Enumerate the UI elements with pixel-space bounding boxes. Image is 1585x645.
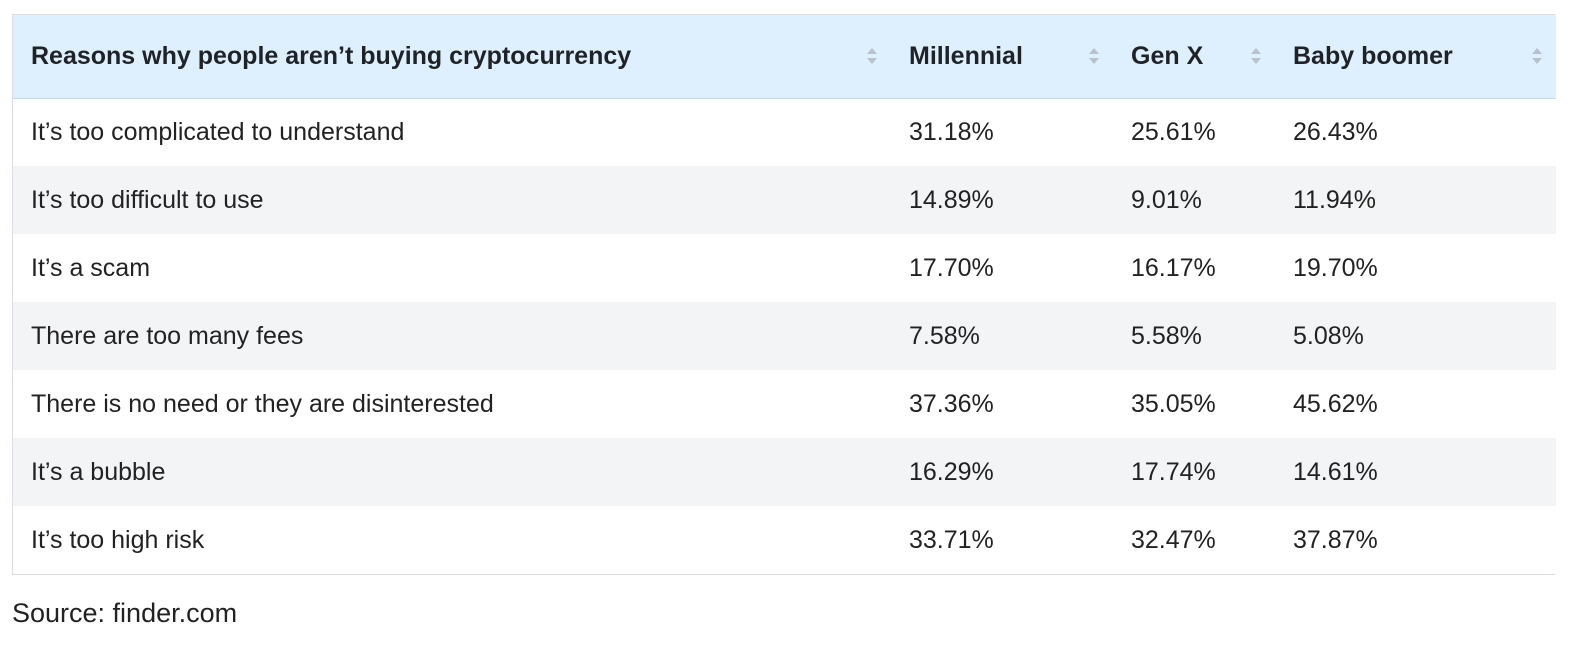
- column-header-label: Reasons why people aren’t buying cryptoc…: [31, 41, 632, 70]
- millennial-cell: 7.58%: [909, 321, 980, 350]
- reason-cell: It’s a scam: [31, 253, 151, 282]
- data-table-container: Reasons why people aren’t buying cryptoc…: [12, 14, 1556, 575]
- baby-boomer-cell: 14.61%: [1293, 457, 1378, 486]
- reason-cell: It’s too high risk: [31, 525, 205, 554]
- table-header-row: Reasons why people aren’t buying cryptoc…: [13, 15, 1556, 98]
- millennial-cell: 37.36%: [909, 389, 994, 418]
- table-row: It’s too complicated to understand 31.18…: [13, 98, 1556, 166]
- source-caption: Source: finder.com: [12, 598, 238, 628]
- gen-x-cell: 16.17%: [1131, 253, 1216, 282]
- reason-cell: It’s a bubble: [31, 457, 166, 486]
- millennial-cell: 17.70%: [909, 253, 994, 282]
- column-header-gen-x[interactable]: Gen X: [1113, 15, 1275, 98]
- millennial-cell: 31.18%: [909, 117, 994, 146]
- baby-boomer-cell: 26.43%: [1293, 117, 1378, 146]
- column-header-baby-boomer[interactable]: Baby boomer: [1275, 15, 1556, 98]
- millennial-cell: 33.71%: [909, 525, 994, 554]
- reason-cell: It’s too complicated to understand: [31, 117, 405, 146]
- column-header-label: Gen X: [1131, 41, 1204, 70]
- gen-x-cell: 9.01%: [1131, 185, 1202, 214]
- gen-x-cell: 35.05%: [1131, 389, 1216, 418]
- sort-icon[interactable]: [1251, 47, 1261, 65]
- gen-x-cell: 25.61%: [1131, 117, 1216, 146]
- table-row: It’s a bubble 16.29% 17.74% 14.61%: [13, 438, 1556, 506]
- column-header-label: Millennial: [909, 41, 1023, 70]
- baby-boomer-cell: 5.08%: [1293, 321, 1364, 350]
- table-row: It’s too high risk 33.71% 32.47% 37.87%: [13, 506, 1556, 574]
- table-row: There are too many fees 7.58% 5.58% 5.08…: [13, 302, 1556, 370]
- sort-icon[interactable]: [867, 47, 877, 65]
- baby-boomer-cell: 45.62%: [1293, 389, 1378, 418]
- table-row: There is no need or they are disinterest…: [13, 370, 1556, 438]
- millennial-cell: 16.29%: [909, 457, 994, 486]
- reason-cell: There is no need or they are disinterest…: [31, 389, 494, 418]
- column-header-millennial[interactable]: Millennial: [891, 15, 1113, 98]
- millennial-cell: 14.89%: [909, 185, 994, 214]
- gen-x-cell: 5.58%: [1131, 321, 1202, 350]
- reason-cell: It’s too difficult to use: [31, 185, 264, 214]
- column-header-reason[interactable]: Reasons why people aren’t buying cryptoc…: [13, 15, 891, 98]
- reason-cell: There are too many fees: [31, 321, 304, 350]
- baby-boomer-cell: 19.70%: [1293, 253, 1378, 282]
- gen-x-cell: 32.47%: [1131, 525, 1216, 554]
- table-row: It’s a scam 17.70% 16.17% 19.70%: [13, 234, 1556, 302]
- sort-icon[interactable]: [1532, 47, 1542, 65]
- gen-x-cell: 17.74%: [1131, 457, 1216, 486]
- baby-boomer-cell: 11.94%: [1293, 185, 1376, 214]
- baby-boomer-cell: 37.87%: [1293, 525, 1378, 554]
- crypto-reasons-table: Reasons why people aren’t buying cryptoc…: [13, 15, 1556, 574]
- column-header-label: Baby boomer: [1293, 41, 1453, 70]
- table-row: It’s too difficult to use 14.89% 9.01% 1…: [13, 166, 1556, 234]
- sort-icon[interactable]: [1089, 47, 1099, 65]
